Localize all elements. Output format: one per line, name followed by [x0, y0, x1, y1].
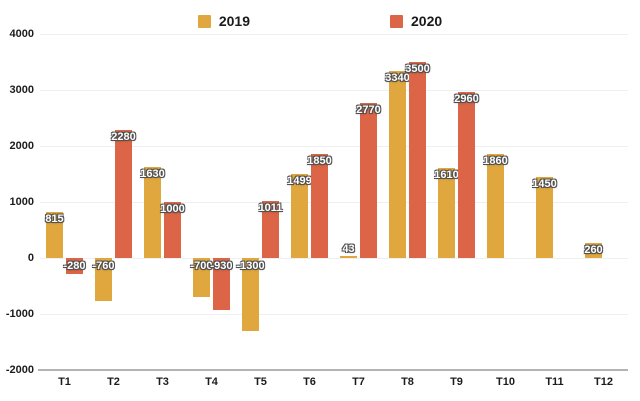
bar-2020-T6[interactable]	[311, 154, 328, 258]
gridline--1000	[40, 314, 628, 315]
y-axis-tick-label: -2000	[5, 364, 34, 376]
gridline-0	[40, 258, 628, 259]
bar-value-label: 43	[342, 242, 355, 255]
x-axis-tick-label-T7: T7	[352, 376, 365, 388]
gridline-1000	[40, 202, 628, 203]
legend: 2019 2020	[0, 13, 640, 29]
bar-2019-T3[interactable]	[144, 166, 161, 258]
y-axis-tick-label: 1000	[9, 196, 34, 208]
bar-2019-T9[interactable]	[438, 167, 455, 258]
x-axis-tick-label-T12: T12	[594, 376, 613, 388]
x-axis-tick-label-T2: T2	[107, 376, 120, 388]
x-axis-tick-label-T1: T1	[58, 376, 71, 388]
legend-swatch-2019	[197, 14, 211, 28]
bar-2020-T5[interactable]	[262, 201, 279, 258]
gridline-4000	[40, 34, 628, 35]
legend-swatch-2020	[390, 14, 403, 28]
legend-item-2019[interactable]: 2019	[197, 13, 250, 29]
bar-2019-T10[interactable]	[487, 153, 504, 258]
bar-2020-T3[interactable]	[164, 202, 181, 258]
bar-2019-T5[interactable]	[242, 258, 259, 331]
y-axis-tick-label: 4000	[9, 28, 34, 40]
bar-2020-T2[interactable]	[115, 130, 132, 258]
x-axis-tick-label-T10: T10	[496, 376, 515, 388]
bar-2020-T8[interactable]	[409, 62, 426, 258]
gridline-3000	[40, 90, 628, 91]
legend-label-2020: 2020	[411, 13, 443, 29]
x-axis-tick-label-T4: T4	[205, 376, 218, 388]
bar-2020-T9[interactable]	[458, 92, 475, 258]
bar-2019-T7[interactable]	[340, 255, 357, 258]
bar-2019-T11[interactable]	[536, 176, 553, 258]
x-axis-tick-label-T9: T9	[450, 376, 463, 388]
gridline-2000	[40, 146, 628, 147]
x-axis-tick-label-T8: T8	[401, 376, 414, 388]
x-axis-tick-label-T11: T11	[545, 376, 564, 388]
bar-2019-T6[interactable]	[291, 174, 308, 258]
x-axis-tick-label-T3: T3	[156, 376, 169, 388]
bar-2019-T2[interactable]	[95, 258, 112, 301]
bar-2020-T4[interactable]	[213, 258, 230, 311]
y-axis-tick-label: 2000	[9, 140, 34, 152]
legend-label-2019: 2019	[218, 13, 250, 29]
y-axis-tick-label: 3000	[9, 84, 34, 96]
bar-2019-T8[interactable]	[389, 70, 406, 258]
y-axis-tick-label: -1000	[5, 308, 34, 320]
bar-2020-T7[interactable]	[360, 102, 377, 258]
y-axis-tick-label: 0	[27, 252, 34, 264]
bar-2019-T12[interactable]	[585, 243, 602, 258]
bar-2019-T1[interactable]	[46, 212, 63, 258]
x-axis-tick-label-T6: T6	[303, 376, 316, 388]
bar-2020-T1[interactable]	[66, 258, 83, 274]
x-axis-tick-label-T5: T5	[254, 376, 267, 388]
legend-item-2020[interactable]: 2020	[390, 13, 442, 29]
gridline--2000	[38, 369, 628, 371]
bar-2019-T4[interactable]	[193, 258, 210, 298]
